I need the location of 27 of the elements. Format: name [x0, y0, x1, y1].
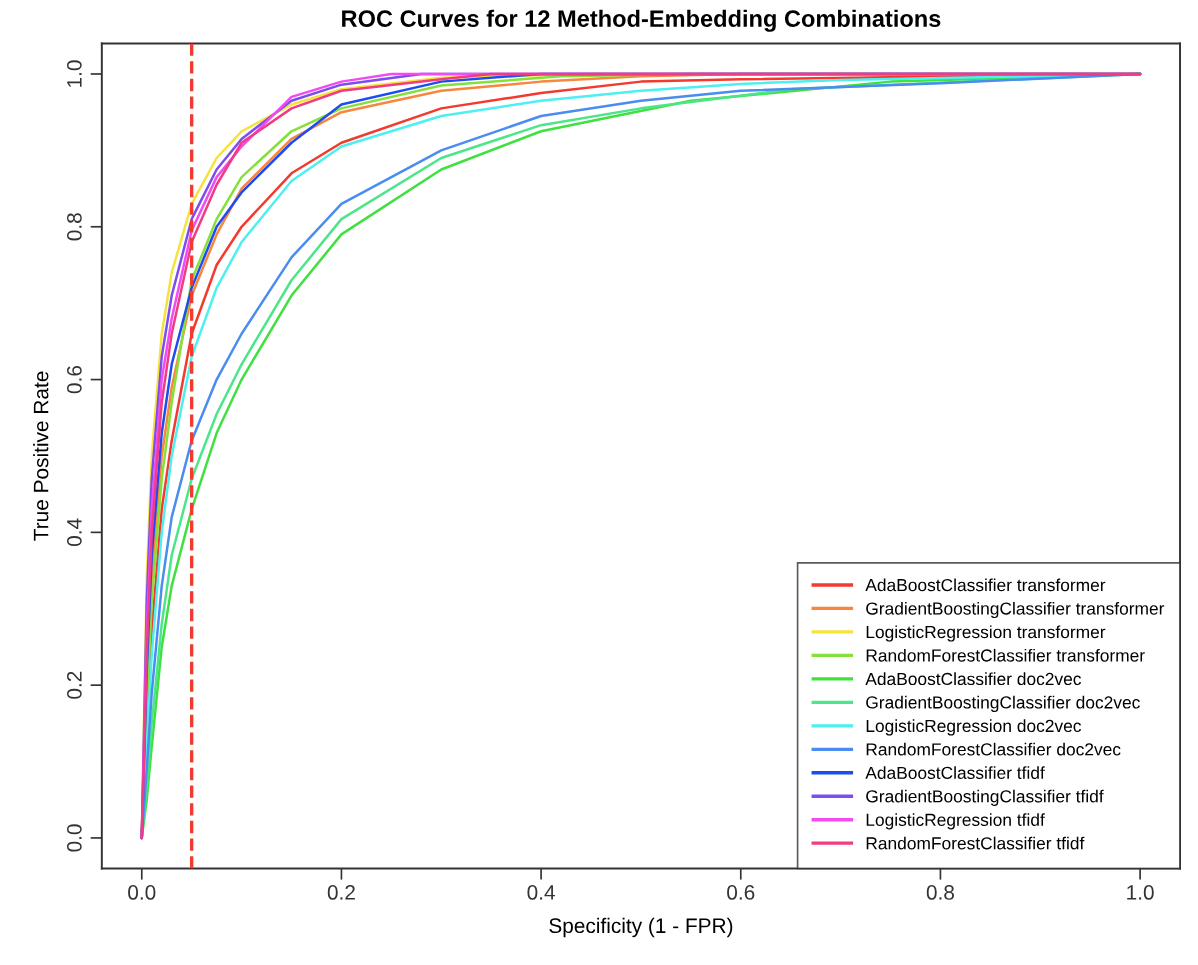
legend-label: LogisticRegression doc2vec [866, 719, 1082, 736]
y-tick-label: 0.8 [66, 213, 82, 241]
legend-label: GradientBoostingClassifier tfidf [866, 789, 1104, 806]
x-tick-label: 1.0 [1127, 885, 1154, 900]
x-axis-title: Specificity (1 - FPR) [549, 917, 733, 938]
x-tick-label: 0.8 [926, 885, 955, 900]
chart-title: ROC Curves for 12 Method-Embedding Combinations [342, 9, 941, 32]
y-tick-label: 0.0 [66, 824, 82, 852]
legend-label: GradientBoostingClassifier transformer [866, 601, 1165, 619]
legend-label: LogisticRegression transformer [866, 625, 1106, 642]
legend-label: LogisticRegression tfidf [866, 813, 1045, 830]
legend-label: AdaBoostClassifier tfidf [865, 766, 1045, 780]
x-tick-label: 0.2 [327, 885, 355, 900]
legend-label: RandomForestClassifier tfidf [866, 836, 1085, 850]
x-tick-label: 0.0 [128, 885, 156, 900]
y-tick-label: 1.0 [66, 60, 82, 87]
x-tick-label: 0.4 [527, 885, 555, 900]
legend-label: RandomForestClassifier transformer [866, 648, 1145, 662]
y-tick-label: 0.2 [66, 671, 82, 699]
y-tick-label: 0.4 [66, 518, 82, 547]
y-axis-title: True Positive Rate [33, 371, 49, 541]
x-tick-label: 0.6 [727, 885, 755, 900]
legend-label: GradientBoostingClassifier doc2vec [866, 695, 1140, 713]
y-tick-label: 0.6 [66, 366, 82, 394]
legend-label: RandomForestClassifier doc2vec [866, 742, 1121, 756]
legend-label: AdaBoostClassifier doc2vec [865, 672, 1082, 686]
legend-label: AdaBoostClassifier transformer [865, 578, 1106, 592]
